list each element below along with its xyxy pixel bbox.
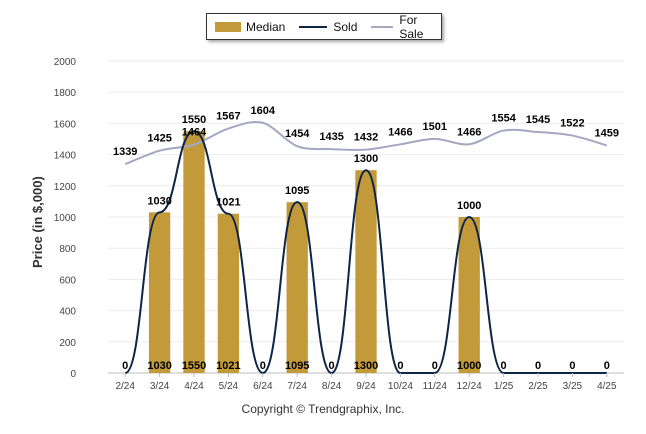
sold-data-label: 0 [122,360,128,372]
for-sale-data-label: 1545 [526,114,550,126]
legend-label-for-sale: For Sale [399,12,424,41]
for-sale-data-label: 1454 [285,128,310,140]
sold-data-label: 0 [501,360,507,372]
legend-item-sold[interactable]: Sold [299,20,357,34]
sold-data-label: 0 [569,360,575,372]
for-sale-data-label: 1604 [251,105,276,117]
x-tick-label: 9/24 [356,381,376,392]
for-sale-data-label: 1464 [182,127,207,139]
copyright-text: Copyright © Trendgraphix, Inc. [241,402,405,416]
for-sale-data-label: 1522 [560,118,584,130]
sold-data-label: 0 [329,360,335,372]
median-bar [355,170,377,373]
median-bars [148,131,480,373]
legend: Median Sold For Sale [206,13,442,41]
for-sale-data-label: 1554 [491,113,516,125]
x-tick-label: 6/24 [253,381,273,392]
median-data-label: 1300 [354,360,378,372]
median-data-label: 1021 [216,360,240,372]
data-labels: 1339 1425 1464 1567 1604 1454 1435 1432 1466 1501… [113,105,619,372]
x-tick-label: 3/25 [563,381,583,392]
x-tick-label: 4/25 [597,381,617,392]
x-axis-ticks: 2/24 3/24 4/24 5/24 6/24 7/24 8/24 9/24 10/24 11/… [115,373,617,392]
sold-data-label: 0 [535,360,541,372]
y-tick-label: 1800 [54,88,77,99]
for-sale-line [124,120,608,166]
y-tick-label: 1200 [54,182,77,193]
x-tick-label: 5/24 [219,381,239,392]
sold-data-label: 1030 [147,195,171,207]
median-bar [148,212,171,373]
for-sale-data-label: 1435 [319,131,343,143]
y-tick-label: 400 [59,307,76,318]
legend-label-sold: Sold [333,19,358,34]
y-axis-title: Price (in $,000) [30,176,45,268]
for-sale-data-label: 1501 [423,121,447,133]
x-tick-label: 12/24 [457,381,482,392]
sold-data-label: 0 [432,360,438,372]
sold-data-label: 0 [604,360,610,372]
median-data-label: 1095 [285,360,309,372]
median-bar [458,217,480,373]
x-tick-label: 1/25 [494,381,514,392]
y-tick-label: 600 [59,275,76,286]
median-bar [286,202,308,373]
median-data-label: 1550 [182,360,206,372]
median-swatch [215,21,241,32]
x-tick-label: 7/24 [287,381,307,392]
median-bar [217,213,240,373]
for-sale-data-label: 1339 [113,146,137,158]
legend-item-for-sale[interactable]: For Sale [371,13,435,41]
x-tick-label: 8/24 [322,381,342,392]
sold-swatch [299,25,328,28]
sold-data-label: 1000 [457,200,481,212]
y-tick-label: 0 [70,369,76,380]
legend-item-median[interactable]: Median [215,20,285,34]
y-tick-label: 800 [59,244,76,255]
y-tick-label: 1400 [54,151,77,162]
sold-data-label: 0 [260,360,266,372]
series-lines [124,120,608,375]
for-sale-data-label: 1459 [595,127,619,139]
x-tick-label: 11/24 [423,381,448,392]
legend-label-median: Median [246,19,286,34]
y-axis-ticks: 0 200 400 600 800 1000 1200 1400 1600 1800 2000 [54,57,77,380]
x-tick-label: 3/24 [150,381,170,392]
x-tick-label: 2/25 [528,381,548,392]
y-tick-label: 2000 [54,57,77,68]
median-bar [183,131,205,373]
for-sale-data-label: 1466 [388,126,412,138]
y-tick-label: 1600 [54,119,77,130]
for-sale-data-label: 1425 [147,133,171,145]
sold-data-label: 1300 [354,153,378,165]
x-tick-label: 4/24 [184,381,204,392]
for-sale-data-label: 1432 [354,132,378,144]
x-tick-label: 10/24 [388,381,413,392]
median-data-label: 1000 [457,360,481,372]
sold-line [124,130,607,375]
median-data-label: 1030 [147,360,171,372]
sold-data-label: 1021 [216,197,240,209]
y-tick-label: 200 [59,338,76,349]
for-sale-swatch [371,25,394,28]
sold-data-label: 0 [397,360,403,372]
sold-data-label: 1550 [182,114,206,126]
for-sale-data-label: 1466 [457,126,481,138]
y-tick-label: 1000 [54,213,77,224]
sold-data-label: 1095 [285,185,309,197]
x-tick-label: 2/24 [115,381,135,392]
for-sale-data-label: 1567 [216,111,240,123]
